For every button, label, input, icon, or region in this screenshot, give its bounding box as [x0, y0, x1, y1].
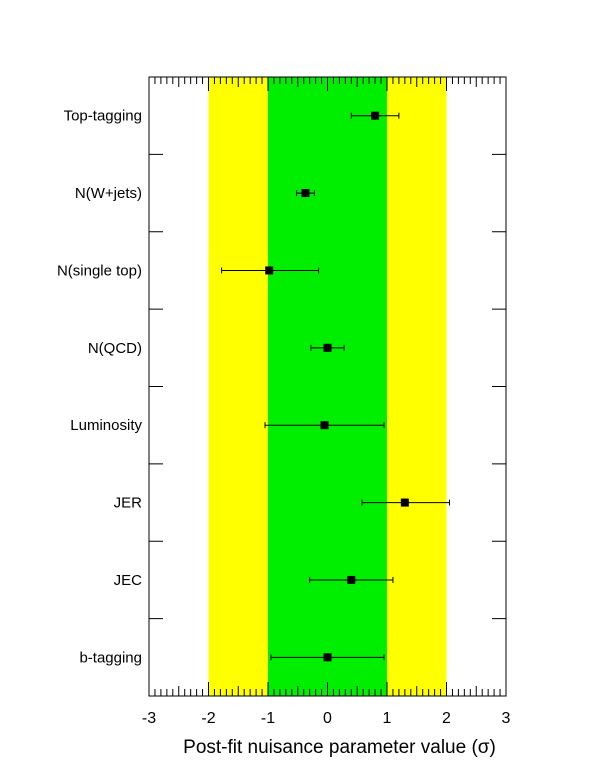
x-tick-labels: -3 -2 -1 0 1 2 3	[142, 710, 511, 727]
category-label: JER	[114, 495, 143, 512]
x-axis-title: Post-fit nuisance parameter value (σ)	[183, 737, 496, 758]
category-label: Top-tagging	[64, 108, 142, 125]
x-tick-label: 3	[502, 710, 511, 727]
category-labels: Top-tagging N(W+jets) N(single top) N(QCD) L…	[57, 108, 143, 667]
category-label: N(single top)	[57, 262, 142, 279]
sigma-bands	[208, 77, 447, 696]
data-marker	[265, 266, 274, 275]
x-tick-label: -1	[261, 710, 275, 727]
data-marker	[323, 343, 332, 352]
category-label: JEC	[114, 572, 143, 589]
data-marker	[301, 189, 310, 198]
category-label: N(W+jets)	[75, 185, 142, 202]
category-label: N(QCD)	[88, 340, 142, 357]
x-tick-label: 2	[442, 710, 451, 727]
data-points	[221, 111, 450, 662]
data-marker	[371, 111, 380, 120]
category-label: b-tagging	[79, 649, 142, 666]
x-tick-label: -3	[142, 710, 156, 727]
data-marker	[320, 421, 329, 430]
category-label: Luminosity	[70, 417, 142, 434]
plot-frame	[148, 76, 507, 697]
x-tick-label: 0	[323, 710, 332, 727]
data-marker	[347, 575, 356, 584]
data-marker	[323, 653, 332, 662]
x-tick-label: 1	[383, 710, 392, 727]
1-sigma-band	[268, 77, 387, 696]
data-marker	[400, 498, 409, 507]
x-tick-label: -2	[201, 710, 215, 727]
